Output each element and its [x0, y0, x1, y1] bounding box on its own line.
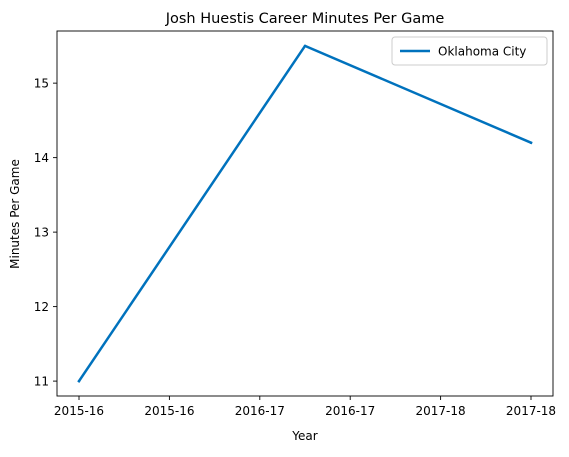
x-axis: 2015-16 2015-16 2016-17 2016-17 2017-18 2017-… [54, 396, 556, 418]
x-tick-label-2: 2016-17 [235, 404, 285, 418]
x-tick-label-5: 2017-18 [506, 404, 556, 418]
y-tick-label-3: 14 [34, 151, 49, 165]
legend: Oklahoma City [391, 36, 548, 66]
x-tick-label-3: 2016-17 [325, 404, 375, 418]
y-tick-label-4: 15 [34, 77, 49, 91]
data-point-0-0 [77, 379, 81, 383]
legend-box [391, 36, 548, 66]
series-layer [77, 44, 533, 383]
x-tick-label-4: 2017-18 [416, 404, 466, 418]
chart-title: Josh Huestis Career Minutes Per Game [165, 11, 445, 27]
y-tick-label-0: 11 [34, 375, 49, 389]
y-tick-label-1: 12 [34, 300, 49, 314]
y-axis: 11 12 13 14 15 [34, 77, 57, 389]
data-point-0-2 [529, 141, 533, 144]
x-tick-label-0: 2015-16 [54, 404, 104, 418]
x-tick-label-1: 2015-16 [144, 404, 194, 418]
data-point-0-1 [303, 44, 307, 48]
legend-label-oklahoma-city: Oklahoma City [438, 45, 526, 59]
plot-area [56, 30, 554, 397]
x-axis-label: Year [291, 429, 317, 443]
y-axis-label: Minutes Per Game [8, 159, 22, 269]
y-tick-label-2: 13 [34, 226, 49, 240]
